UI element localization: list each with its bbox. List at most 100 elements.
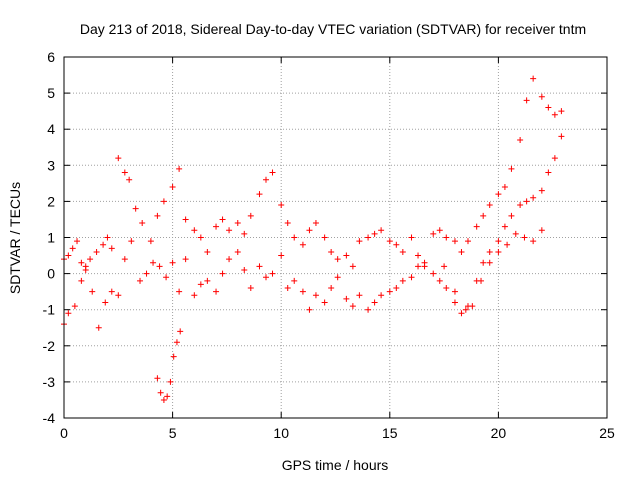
data-point (278, 202, 285, 209)
data-point (523, 198, 530, 205)
data-point (170, 353, 177, 360)
data-point (538, 93, 545, 100)
data-point (356, 238, 363, 245)
data-point (408, 234, 415, 241)
data-point (226, 227, 233, 234)
data-point (139, 220, 146, 227)
data-point (501, 223, 508, 230)
data-point (343, 252, 350, 259)
data-point (408, 274, 415, 281)
y-tick-label: -3 (43, 374, 56, 390)
data-point (128, 238, 135, 245)
data-point (558, 133, 565, 140)
data-point (160, 198, 167, 205)
data-point (143, 270, 150, 277)
axis-ticks: 0 5 10 15 20 25 -4 -3 -2 -1 0 1 2 3 4 5 6 (43, 49, 615, 441)
data-point (551, 111, 558, 118)
x-tick-label: 20 (491, 425, 507, 441)
data-point (132, 205, 139, 212)
data-point (521, 234, 528, 241)
data-point (65, 310, 72, 317)
data-point (538, 187, 545, 194)
x-axis-label: GPS time / hours (282, 457, 389, 473)
data-point (480, 212, 487, 219)
data-point (512, 230, 519, 237)
data-point (545, 169, 552, 176)
data-point (167, 378, 174, 385)
data-point (486, 202, 493, 209)
data-point (89, 288, 96, 295)
y-tick-label: 6 (47, 49, 55, 65)
data-point (177, 328, 184, 335)
data-markers (61, 75, 565, 403)
data-point (334, 256, 341, 263)
data-point (558, 108, 565, 115)
data-point (291, 234, 298, 241)
y-tick-label: -4 (43, 410, 56, 426)
data-point (458, 248, 465, 255)
data-point (321, 299, 328, 306)
data-point (478, 277, 485, 284)
x-tick-label: 25 (599, 425, 615, 441)
data-point (462, 306, 469, 313)
data-point (469, 303, 476, 310)
data-point (458, 310, 465, 317)
data-point (82, 266, 89, 273)
data-point (415, 252, 422, 259)
data-point (538, 227, 545, 234)
data-point (299, 241, 306, 248)
data-point (299, 288, 306, 295)
data-point (365, 306, 372, 313)
data-point (71, 303, 78, 310)
data-point (495, 191, 502, 198)
data-point (312, 292, 319, 299)
data-point (441, 263, 448, 270)
data-point (157, 389, 164, 396)
data-point (284, 220, 291, 227)
data-point (204, 277, 211, 284)
data-point (451, 288, 458, 295)
data-point (256, 191, 263, 198)
y-tick-label: -2 (43, 338, 56, 354)
data-point (234, 220, 241, 227)
data-point (154, 375, 161, 382)
data-point (115, 155, 122, 162)
data-point (371, 230, 378, 237)
data-point (328, 285, 335, 292)
data-point (262, 176, 269, 183)
data-point (78, 259, 85, 266)
data-point (262, 274, 269, 281)
data-point (108, 288, 115, 295)
data-point (371, 299, 378, 306)
data-point (102, 299, 109, 306)
data-point (291, 277, 298, 284)
data-point (182, 216, 189, 223)
data-point (334, 274, 341, 281)
y-axis-label: SDTVAR / TECUs (7, 182, 23, 294)
x-tick-label: 10 (273, 425, 289, 441)
data-point (234, 248, 241, 255)
data-point (415, 263, 422, 270)
data-point (163, 274, 170, 281)
data-point (213, 223, 220, 230)
data-point (443, 234, 450, 241)
data-point (160, 396, 167, 403)
data-point (197, 281, 204, 288)
data-point (65, 252, 72, 259)
data-point (154, 212, 161, 219)
data-point (191, 227, 198, 234)
data-point (321, 234, 328, 241)
data-point (176, 165, 183, 172)
data-point (219, 216, 226, 223)
data-point (137, 277, 144, 284)
data-point (87, 256, 94, 263)
data-point (269, 270, 276, 277)
data-point (121, 256, 128, 263)
data-point (530, 238, 537, 245)
data-point (436, 277, 443, 284)
series-tntm-d (441, 227, 545, 313)
data-point (530, 75, 537, 82)
data-point (393, 285, 400, 292)
x-tick-label: 5 (169, 425, 177, 441)
